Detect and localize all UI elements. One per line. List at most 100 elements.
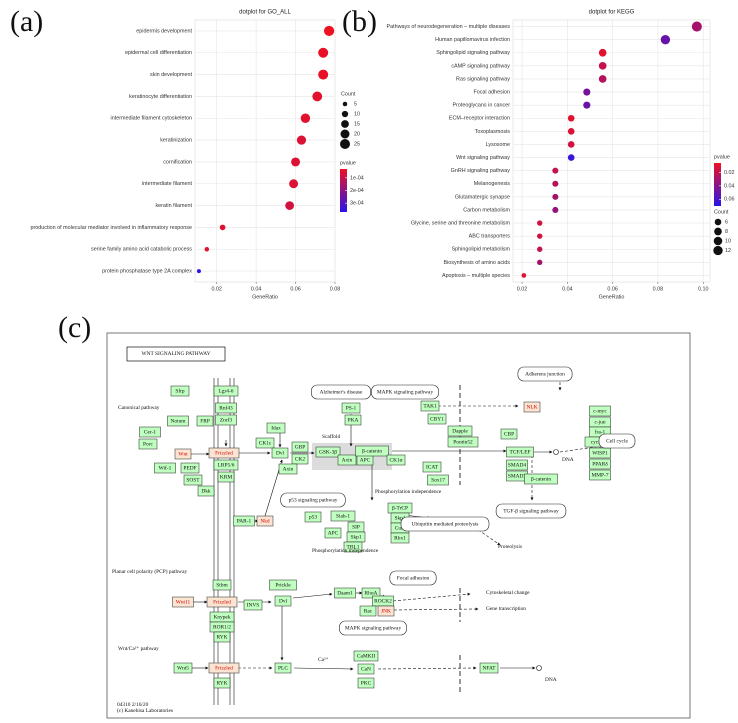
- gene-label: Dapple: [452, 429, 468, 435]
- gene-box: [291, 441, 309, 453]
- legend-label: 5: [354, 101, 357, 107]
- gene-box: [334, 587, 356, 599]
- gene-box: [386, 454, 406, 466]
- gene-box: [278, 463, 298, 475]
- gene-label: WISP1: [592, 451, 608, 457]
- gene-box: [173, 662, 193, 674]
- y-tick-label: keratinization: [160, 138, 192, 144]
- gene-label: MMP-7: [591, 473, 608, 479]
- legend-dot: [340, 129, 350, 139]
- gene-box: [213, 385, 239, 397]
- gene-label: Wnt5: [177, 666, 189, 672]
- diagram-text: Cytoskeletal change: [486, 590, 530, 596]
- gene-label: Siah-1: [336, 514, 350, 520]
- chart-title: dotplot for GO_ALL: [239, 10, 291, 16]
- gene-box: [269, 579, 297, 591]
- gene-label: SIP: [352, 525, 360, 531]
- gene-box: [589, 458, 611, 470]
- pathway-map: [495, 503, 567, 519]
- gene-box: [215, 414, 237, 426]
- diagram-title-box: [126, 346, 226, 362]
- y-tick-label: intermediate filament cytoskeleton: [111, 116, 193, 122]
- dot: [598, 48, 607, 57]
- colorbar: [340, 169, 347, 212]
- diagram-footer: (c) Kanehisa Laboratories: [117, 707, 173, 714]
- gene-box: [357, 677, 375, 689]
- dot: [204, 247, 210, 252]
- dot: [323, 25, 335, 37]
- gene-label: Lgr4-6: [219, 389, 234, 395]
- dot: [537, 233, 543, 239]
- pathway-map-label: MAPK signaling pathway: [345, 626, 402, 632]
- gene-label: LRP5/6: [218, 463, 235, 469]
- diagram-text: Phosphorylation independence: [375, 489, 442, 495]
- gene-label: CK2: [295, 457, 305, 463]
- chart: dotplot for GO_ALL 0.02 0.04 0.06 0.08 GeneRa…: [31, 10, 364, 301]
- gene-label: fra-1: [595, 429, 606, 436]
- gene-box: [170, 385, 190, 397]
- gene-box: [213, 677, 231, 689]
- y-tick-label: cAMP signaling pathway: [451, 63, 510, 69]
- gene-label: Frizzled: [213, 600, 231, 606]
- y-tick-label: epidermis development: [136, 28, 192, 34]
- diagram-footer: 04310 2/16/20: [117, 702, 149, 708]
- gene-label: NFAT: [482, 666, 496, 672]
- gene-label: Prickle: [275, 583, 291, 589]
- gene-label: Stbm: [216, 583, 228, 589]
- gene-label: PEDF: [183, 466, 196, 472]
- gene-label: CaMKII: [357, 654, 375, 660]
- gene-box: [337, 454, 357, 466]
- x-tick-label: 0.08: [330, 286, 341, 292]
- gene-label: RYK: [216, 681, 227, 687]
- pathway-diagram: WNT SIGNALING PATHWAY Sfrp Lgr4-6 Rnf43 Znr…: [106, 332, 691, 719]
- legend-label: 15: [354, 121, 360, 127]
- gene-label: Nkd: [260, 519, 270, 525]
- gene-box: [343, 541, 363, 553]
- gene-box: [212, 579, 232, 591]
- legend-dot: [714, 218, 722, 226]
- gene-box: [589, 405, 611, 417]
- y-tick-label: Glycine, serine and threonine metabolism: [411, 220, 511, 226]
- gene-label: CBY1: [430, 417, 444, 423]
- dot: [300, 113, 311, 123]
- legend-label: 25: [354, 141, 360, 147]
- colorbar-label: 2e-04: [350, 188, 364, 194]
- dot: [537, 259, 543, 266]
- legend-dot: [341, 120, 349, 128]
- dot: [567, 114, 575, 122]
- gene-label: Idax: [271, 426, 281, 432]
- gene-box: [506, 459, 528, 471]
- arrow: [392, 592, 471, 602]
- gene-label: ICAT: [426, 465, 439, 471]
- gene-box: [183, 474, 203, 486]
- gene-box: [233, 515, 255, 527]
- gene-label: PPARδ: [592, 462, 608, 468]
- gene-box: [447, 436, 479, 448]
- gene-box: [274, 662, 292, 674]
- dot: [552, 206, 559, 213]
- gene-label: Wnt: [178, 452, 188, 458]
- y-tick-label: Focal adhesion: [473, 89, 510, 95]
- gene-box: [427, 413, 447, 425]
- gene-box: [427, 474, 449, 486]
- gene-label: Rac: [364, 609, 373, 615]
- gene-label: Axin: [342, 458, 353, 464]
- gene-box: [447, 425, 473, 437]
- diagram-text: Wnt/Ca²⁺ pathway: [118, 646, 159, 652]
- colorbar-label: 0.06: [724, 197, 735, 203]
- colorbar-label: 0.04: [724, 183, 735, 189]
- dot: [583, 88, 591, 96]
- gene-label: APC: [328, 531, 339, 537]
- colorbar-label: 0.02: [724, 170, 735, 176]
- y-tick-label: Pathways of neurodegeneration – multiple…: [387, 24, 511, 30]
- dot: [552, 180, 559, 187]
- x-axis-label: GeneRatio: [599, 294, 625, 300]
- pathway-map-label: Adherens junction: [525, 372, 565, 378]
- legend-title: Count: [341, 91, 356, 97]
- gene-box: [390, 532, 410, 544]
- gene-label: c-jun: [594, 420, 605, 426]
- gene-label: CaN: [361, 667, 371, 673]
- y-tick-label: keratin filament: [155, 203, 192, 209]
- gene-label: Knypek: [213, 615, 230, 621]
- y-tick-label: Biosynthesis of amino acids: [443, 260, 510, 266]
